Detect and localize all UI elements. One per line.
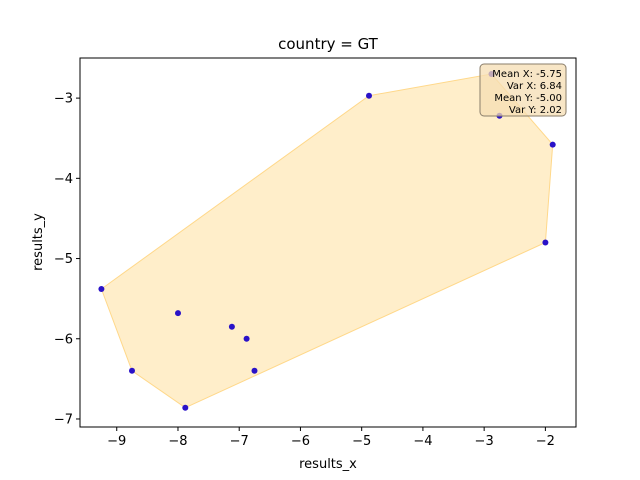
stat-mean-x: Mean X: -5.75	[492, 69, 562, 80]
scatter-point	[182, 404, 189, 411]
stats-box-background	[479, 63, 567, 117]
y-tick-label: −3	[54, 92, 73, 107]
stat-mean-y: Mean Y: -5.00	[494, 93, 562, 104]
scatter-point	[251, 367, 258, 374]
plot-area	[98, 71, 556, 411]
scatter-point	[366, 92, 372, 99]
y-axis-ticks: −7 −6 −5 −4 −3	[54, 92, 80, 427]
x-tick-label: −7	[230, 434, 249, 449]
convex-hull-area	[100, 73, 554, 409]
scatter-point	[228, 323, 235, 330]
x-tick-label: −6	[291, 434, 310, 449]
x-tick-label: −2	[536, 434, 555, 449]
x-axis-ticks: −9 −8 −7 −6 −5 −4 −3 −2	[107, 427, 555, 449]
y-tick-label: −6	[54, 332, 73, 347]
y-tick-label: −7	[54, 412, 73, 427]
x-tick-label: −9	[107, 434, 126, 449]
stat-var-x: Var X: 6.84	[507, 81, 562, 92]
x-tick-label: −3	[475, 434, 494, 449]
y-tick-label: −4	[54, 172, 73, 187]
scatter-point	[243, 335, 250, 342]
y-axis-label: results_y	[31, 213, 46, 271]
x-tick-label: −4	[413, 434, 432, 449]
axes-frame	[79, 57, 577, 428]
scatter-point	[129, 367, 135, 374]
scatter-point	[542, 239, 549, 246]
stats-box: Mean X: -5.75 Var X: 6.84 Mean Y: -5.00 …	[479, 63, 567, 117]
x-tick-label: −5	[352, 434, 371, 449]
stat-var-y: Var Y: 2.02	[509, 105, 562, 116]
x-tick-label: −8	[168, 434, 187, 449]
y-tick-label: −5	[54, 252, 73, 267]
chart-title: country = GT	[278, 35, 379, 53]
scatter-point	[549, 141, 556, 148]
x-axis-label: results_x	[299, 457, 357, 472]
scatter-point	[175, 310, 181, 317]
scatter-point	[98, 286, 105, 292]
